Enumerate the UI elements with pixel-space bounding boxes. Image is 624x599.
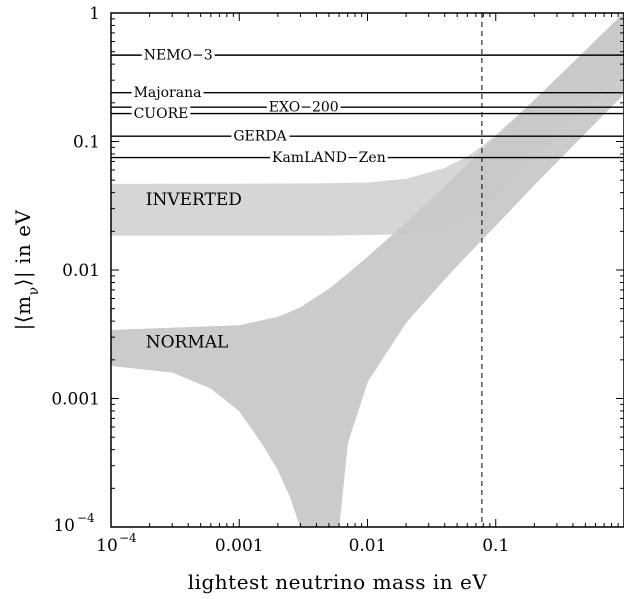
limit-label-exo-200: EXO−200	[269, 100, 339, 116]
y-tick-label-exponent: −4	[77, 511, 95, 525]
limit-label-bg-gerda	[231, 128, 290, 145]
region-label-normal: NORMAL	[146, 332, 229, 352]
limit-label-bg-nemo-3	[141, 47, 215, 64]
y-tick-label: 0.01	[62, 261, 100, 281]
limit-label-gerda: GERDA	[233, 129, 287, 145]
y-tick-label: 0.001	[51, 390, 100, 410]
bands-layer	[111, 13, 624, 527]
x-tick-label: 0.1	[482, 536, 509, 556]
x-tick-label: 10	[96, 536, 118, 556]
y-axis-label: |⟨mν⟩| in eV	[11, 210, 42, 331]
region-labels-layer: INVERTED NORMAL	[146, 190, 242, 352]
limits-layer: NEMO−3 Majorana EXO−200 CUORE GERDA KamLAND−Z…	[111, 47, 624, 167]
y-tick-label: 10	[53, 516, 75, 536]
limit-label-majorana: Majorana	[134, 85, 202, 101]
limit-label-kamland-zen: KamLAND−Zen	[272, 150, 386, 166]
region-label-inverted: INVERTED	[146, 190, 242, 210]
x-axis-label: lightest neutrino mass in eV	[188, 570, 488, 594]
limit-label-bg-exo-200	[266, 99, 341, 116]
x-tick-label: 0.001	[215, 536, 264, 556]
limit-label-bg-majorana	[131, 85, 204, 102]
limit-label-nemo-3: NEMO−3	[144, 48, 213, 64]
band-normal	[111, 13, 624, 527]
limit-label-bg-cuore	[131, 106, 191, 123]
limit-label-bg-kamland-zen	[269, 150, 388, 167]
y-tick-label: 0.1	[73, 133, 100, 153]
x-tick-label: 0.01	[349, 536, 387, 556]
limit-label-cuore: CUORE	[134, 106, 189, 122]
y-tick-label: 1	[89, 4, 100, 24]
x-tick-label-exponent: −4	[119, 531, 137, 545]
